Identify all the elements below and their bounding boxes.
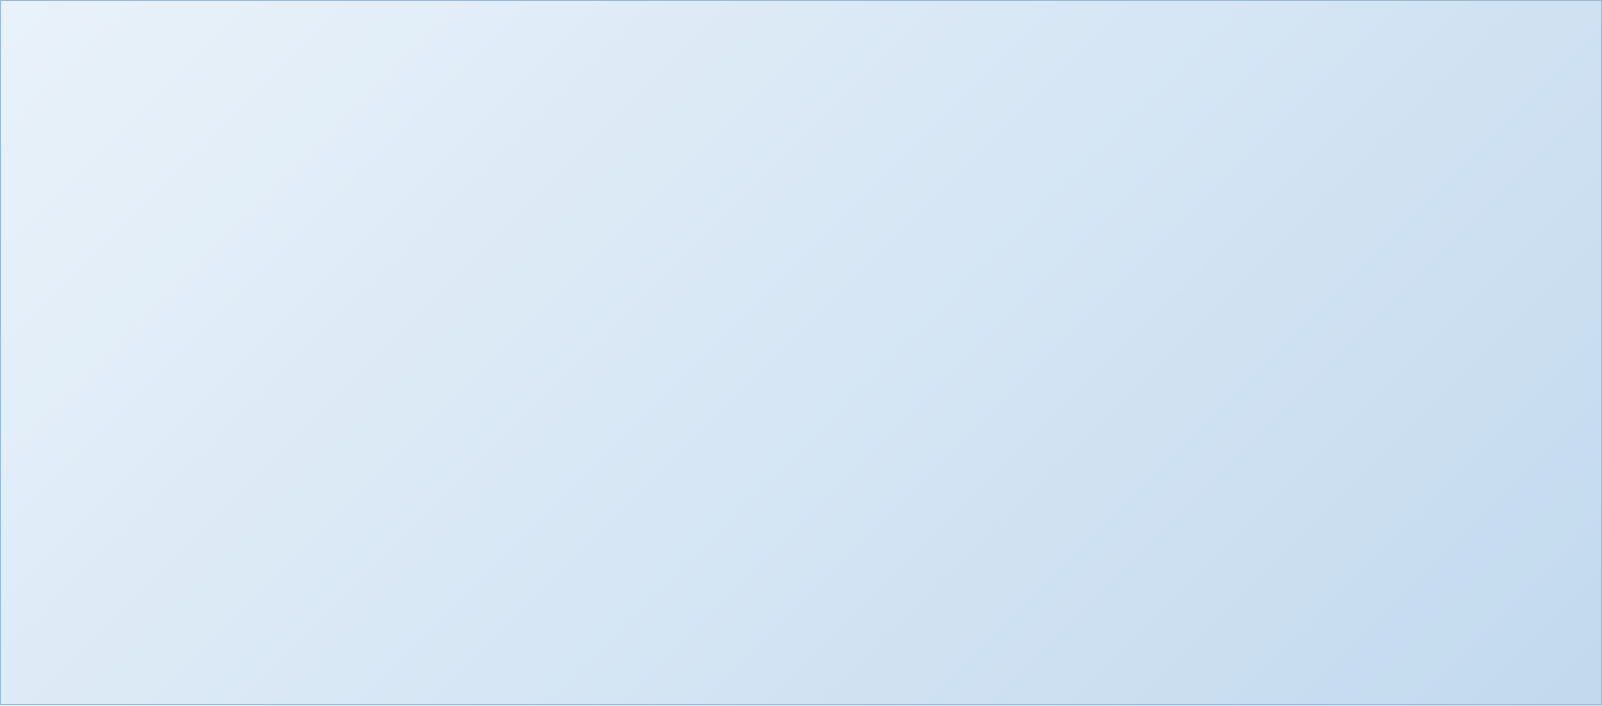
cube-right (1, 1, 641, 501)
